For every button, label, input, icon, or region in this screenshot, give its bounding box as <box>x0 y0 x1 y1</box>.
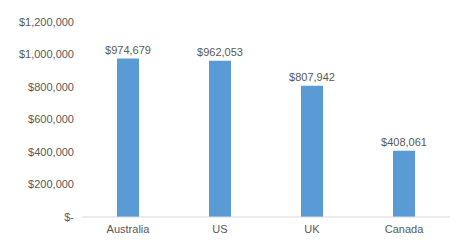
svg-text:$408,061: $408,061 <box>381 136 427 148</box>
svg-text:$200,000: $200,000 <box>28 178 74 190</box>
svg-text:$974,679: $974,679 <box>105 44 151 56</box>
svg-text:$400,000: $400,000 <box>28 146 74 158</box>
svg-text:$1,200,000: $1,200,000 <box>19 16 74 28</box>
svg-text:$-: $- <box>64 211 74 223</box>
svg-text:$807,942: $807,942 <box>289 71 335 83</box>
svg-text:$600,000: $600,000 <box>28 113 74 125</box>
svg-text:$1,000,000: $1,000,000 <box>19 48 74 60</box>
svg-text:Australia: Australia <box>107 223 151 235</box>
svg-text:US: US <box>212 223 227 235</box>
svg-text:Canada: Canada <box>385 223 424 235</box>
svg-text:$962,053: $962,053 <box>197 46 243 58</box>
svg-text:UK: UK <box>304 223 320 235</box>
svg-text:$800,000: $800,000 <box>28 81 74 93</box>
